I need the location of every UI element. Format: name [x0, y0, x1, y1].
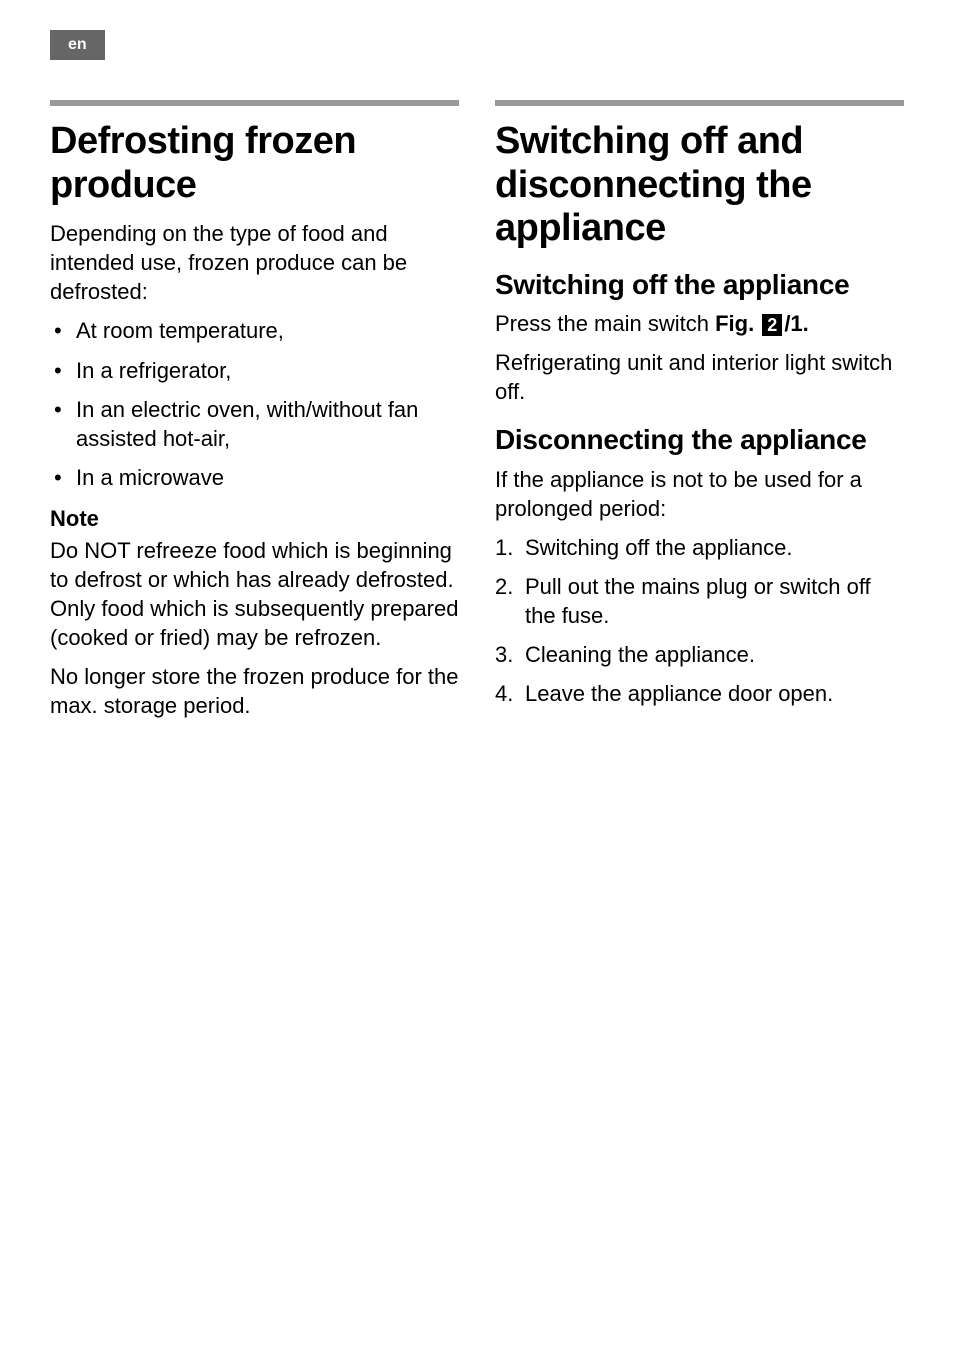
note-para-1: Do NOT refreeze food which is beginning …	[50, 536, 459, 652]
list-item: Pull out the mains plug or switch off th…	[495, 572, 904, 630]
defrosting-intro: Depending on the type of food and intend…	[50, 219, 459, 306]
note-para-2: No longer store the frozen produce for t…	[50, 662, 459, 720]
section-rule-right	[495, 100, 904, 106]
switch-off-lead: Press the main switch Fig. 2/1.	[495, 309, 904, 338]
fig-label: Fig.	[715, 311, 754, 336]
defrosting-methods-list: At room temperature, In a refrigerator, …	[50, 316, 459, 491]
note-label: Note	[50, 506, 459, 532]
fig-suffix: /1.	[784, 311, 808, 336]
language-tab: en	[50, 30, 105, 60]
list-item: In an electric oven, with/without fan as…	[50, 395, 459, 453]
heading-switching-off: Switching off and disconnecting the appl…	[495, 120, 904, 251]
switch-off-prefix: Press the main switch	[495, 311, 715, 336]
heading-defrosting: Defrosting frozen produce	[50, 120, 459, 207]
disconnect-intro: If the appliance is not to be used for a…	[495, 465, 904, 523]
switch-off-body: Refrigerating unit and interior light sw…	[495, 348, 904, 406]
list-item: Cleaning the appliance.	[495, 640, 904, 669]
disconnect-steps-list: Switching off the appliance. Pull out th…	[495, 533, 904, 708]
left-column: Defrosting frozen produce Depending on t…	[50, 100, 459, 730]
list-item: In a refrigerator,	[50, 356, 459, 385]
section-rule-left	[50, 100, 459, 106]
subheading-switch-off: Switching off the appliance	[495, 269, 904, 301]
list-item: Leave the appliance door open.	[495, 679, 904, 708]
right-column: Switching off and disconnecting the appl…	[495, 100, 904, 730]
list-item: Switching off the appliance.	[495, 533, 904, 562]
list-item: In a microwave	[50, 463, 459, 492]
page-columns: Defrosting frozen produce Depending on t…	[50, 100, 904, 730]
subheading-disconnect: Disconnecting the appliance	[495, 424, 904, 456]
list-item: At room temperature,	[50, 316, 459, 345]
figure-number-icon: 2	[762, 314, 782, 336]
